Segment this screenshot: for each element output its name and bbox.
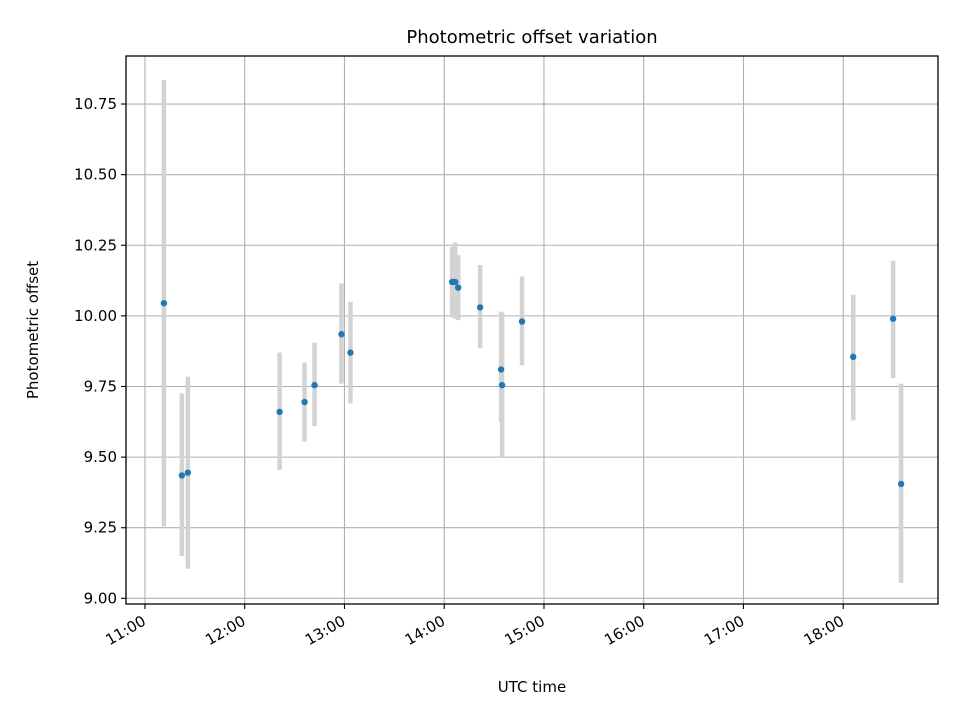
data-point	[301, 398, 308, 406]
data-point	[276, 408, 283, 416]
y-tick-label: 10.50	[74, 166, 117, 184]
data-point	[518, 318, 526, 325]
grid	[126, 56, 938, 604]
y-tick-label: 9.75	[84, 377, 117, 395]
data-point	[311, 381, 318, 389]
data-point	[184, 469, 192, 476]
y-tick-label: 10.00	[74, 307, 117, 325]
y-tick-label: 9.25	[84, 519, 117, 537]
data-point	[338, 331, 345, 338]
x-axis-title: UTC time	[498, 678, 566, 696]
data-point	[850, 353, 857, 361]
data-point	[498, 381, 506, 389]
data-point	[347, 349, 354, 356]
data-point	[160, 299, 168, 307]
data-point	[497, 366, 505, 373]
data-point	[454, 284, 462, 291]
data-point	[178, 472, 186, 479]
y-axis-title: Photometric offset	[24, 261, 42, 399]
y-axis: 9.00 9.25 9.50 9.75 10.00 10.25 10.50 10.75	[74, 95, 126, 607]
data-point	[889, 315, 897, 322]
y-tick-label: 9.50	[84, 448, 117, 466]
y-tick-label: 9.00	[84, 589, 117, 607]
chart-title: Photometric offset variation	[406, 27, 657, 48]
data-points	[160, 278, 905, 488]
plot-area	[126, 56, 938, 604]
y-tick-label: 10.75	[74, 95, 117, 113]
data-point	[897, 480, 905, 488]
plot-frame	[125, 55, 939, 605]
y-tick-label: 10.25	[74, 236, 117, 254]
data-point	[451, 278, 459, 286]
data-point	[476, 304, 484, 311]
